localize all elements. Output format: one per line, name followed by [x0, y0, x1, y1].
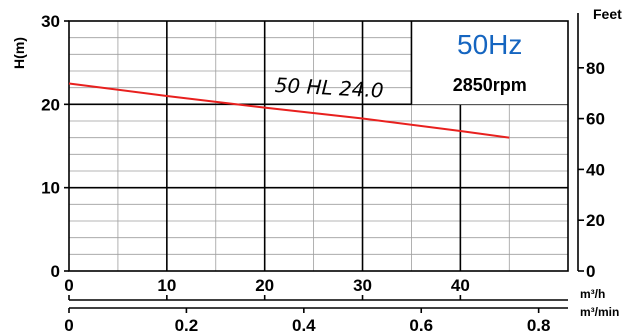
x-tick-label: 30: [353, 276, 372, 295]
series-line: [68, 82, 510, 139]
y-axis-label: H(m): [11, 37, 27, 69]
series-label: 50 HL 24.0: [274, 73, 384, 103]
y2-tick-label: 80: [586, 59, 605, 78]
y2-axis-label: Feet: [593, 6, 622, 22]
plot-frame: [68, 20, 569, 272]
x2-tick-label: 0.2: [175, 316, 199, 335]
y2-tick-label: 40: [586, 160, 605, 179]
frequency-label: 50Hz: [457, 29, 522, 60]
y-tick-label: 20: [41, 95, 60, 114]
x-tick-label: 20: [255, 276, 274, 295]
x-axis-unit: m³/h: [580, 287, 605, 301]
y2-tick-label: 60: [586, 110, 605, 129]
legend-box: [411, 21, 568, 105]
x-tick-label: 10: [157, 276, 176, 295]
plot-border: [68, 20, 569, 272]
rpm-label: 2850rpm: [453, 75, 527, 95]
x2-axis-unit: m³/min: [580, 305, 619, 319]
y-tick-label: 10: [41, 179, 60, 198]
x2-tick-label: 0.6: [409, 316, 433, 335]
axes: 0 10 20 30 0 20 40 60 80 0 10 20 30 40 0 0.2 0.4 0.6 0.8: [41, 12, 605, 335]
x-tick-label: 40: [451, 276, 470, 295]
x2-tick-label: 0.8: [527, 316, 551, 335]
y2-tick-label: 20: [586, 211, 605, 230]
x-tick-label: 0: [64, 276, 73, 295]
x2-tick-label: 0: [64, 316, 73, 335]
y2-tick-label: 0: [586, 262, 595, 281]
series-layer: [68, 82, 510, 139]
y-tick-label: 0: [51, 262, 60, 281]
y-tick-label: 30: [41, 12, 60, 31]
x2-tick-label: 0.4: [292, 316, 316, 335]
